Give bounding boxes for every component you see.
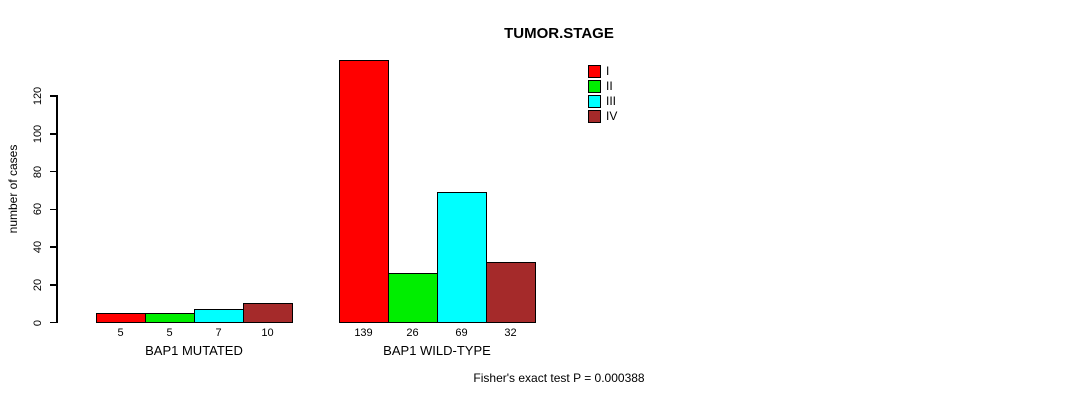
bar-bap1-wild-type-iii (437, 191, 487, 323)
bar-value-label: 5 (166, 327, 173, 339)
bar-bap1-mutated-iii (194, 308, 244, 323)
bar-value-label: 5 (117, 327, 124, 339)
y-axis-line (56, 95, 58, 323)
bar-bap1-mutated-iv (243, 303, 293, 323)
y-tick (50, 133, 57, 135)
chart-title: TUMOR.STAGE (504, 25, 614, 42)
bar-bap1-mutated-ii (145, 312, 195, 323)
legend-label: I (606, 64, 610, 78)
legend-item: II (588, 79, 617, 94)
y-tick-label: 0 (32, 319, 44, 326)
legend-item: IV (588, 109, 617, 124)
legend-label: IV (606, 109, 618, 123)
bar-value-label: 139 (354, 327, 373, 339)
y-tick (50, 321, 57, 324)
footnote-text: Fisher's exact test P = 0.000388 (473, 371, 645, 385)
bar-bap1-wild-type-ii (388, 272, 438, 323)
legend-swatch (588, 80, 601, 93)
legend-swatch (588, 110, 601, 123)
group-label-bap1-mutated: BAP1 MUTATED (145, 343, 243, 358)
bar-bap1-wild-type-i (339, 59, 389, 323)
y-tick-label: 20 (32, 278, 44, 291)
y-tick-label: 120 (32, 86, 44, 106)
legend: I II III IV (588, 64, 617, 124)
y-tick-label: 80 (32, 165, 44, 178)
bar-value-label: 7 (215, 327, 222, 339)
bar-value-label: 26 (406, 327, 419, 339)
y-tick (50, 246, 57, 248)
y-tick (50, 208, 57, 210)
y-axis-label: number of cases (6, 144, 20, 234)
y-tick-label: 40 (32, 240, 44, 254)
bar-bap1-wild-type-iv (486, 261, 536, 323)
group-label-bap1-wild-type: BAP1 WILD-TYPE (383, 343, 491, 358)
y-tick-label: 60 (32, 203, 44, 216)
y-tick (50, 170, 57, 173)
legend-label: III (606, 94, 617, 108)
legend-item: III (588, 94, 617, 109)
legend-item: I (588, 64, 617, 79)
legend-swatch (588, 95, 601, 108)
bar-value-label: 69 (455, 327, 468, 339)
legend-swatch (588, 65, 601, 78)
y-tick (50, 95, 57, 97)
legend-label: II (606, 79, 613, 93)
bar-bap1-mutated-i (96, 312, 146, 323)
y-tick-label: 100 (32, 124, 44, 143)
bar-value-label: 10 (261, 327, 274, 339)
y-tick (50, 284, 57, 286)
bar-value-label: 32 (504, 327, 517, 339)
